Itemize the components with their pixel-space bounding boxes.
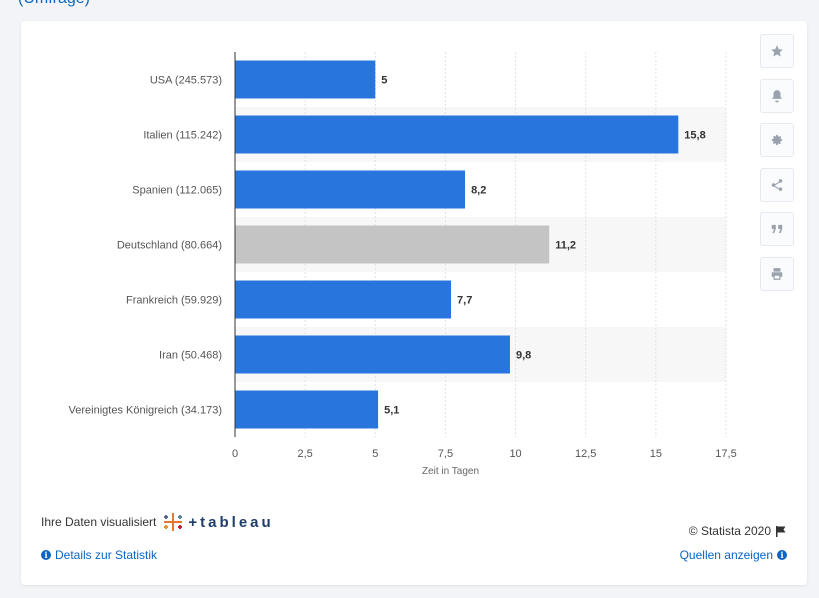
x-tick-label: 12,5 [575,448,596,460]
category-label: Deutschland (80.664) [117,240,222,252]
bar [235,170,466,209]
share-button[interactable] [760,167,794,202]
details-link[interactable]: i Details zur Statistik [41,548,157,562]
bar [235,280,452,319]
print-icon [771,267,783,280]
info-icon: i [41,550,51,560]
bar [235,335,510,374]
share-icon [771,178,783,191]
info-icon: i [777,550,787,560]
sources-label: Quellen anzeigen [679,548,773,562]
bar [235,60,376,99]
tableau-word: tableau [200,513,274,531]
tableau-mark-icon [164,513,183,531]
star-icon [771,45,783,57]
category-label: USA (245.573) [150,75,222,87]
x-tick-label: 0 [232,448,238,460]
settings-button[interactable] [760,123,794,157]
value-label: 7,7 [457,295,472,307]
bar [235,390,379,429]
viz-label: Ihre Daten visualisiert [41,515,157,529]
value-label: 8,2 [471,185,486,197]
tableau-logo[interactable]: +tableau [162,511,273,533]
x-tick-label: 15 [650,448,662,460]
cite-button[interactable] [760,212,794,246]
x-tick-label: 17,5 [715,448,736,460]
star-button[interactable] [760,34,794,68]
flag-icon[interactable] [775,525,787,537]
value-label: 5 [381,75,387,87]
value-label: 11,2 [555,240,576,252]
tableau-plus: + [188,513,201,531]
side-toolbar [760,34,794,301]
bar [235,115,679,154]
bell-icon [772,89,782,102]
copyright-text: © Statista 2020 [688,524,771,538]
quote-icon [771,224,783,234]
chart-card: USA (245.573) 5 Italien (115.242) 15,8 Spani… [21,21,807,585]
bar-chart: USA (245.573) 5 Italien (115.242) 15,8 Spani… [69,52,737,477]
notification-button[interactable] [760,78,794,113]
category-label: Spanien (112.065) [132,185,222,197]
value-label: 5,1 [384,405,399,417]
tableau-wordmark: +tableau [188,514,273,531]
x-axis-title: Zeit in Tagen [422,466,479,477]
x-tick-label: 10 [509,448,521,460]
category-label: Frankreich (59.929) [126,295,222,307]
details-label: Details zur Statistik [55,548,158,562]
category-label: Iran (50.468) [159,350,222,362]
sources-link[interactable]: Quellen anzeigen i [680,548,787,562]
category-label: Vereinigtes Königreich (34.173) [69,405,222,417]
value-label: 15,8 [684,130,705,142]
tableau-credit: Ihre Daten visualisiert +tableau [41,511,274,533]
gear-icon [771,134,783,146]
bar [235,225,550,264]
x-tick-label: 5 [372,448,378,460]
x-tick-label: 7,5 [438,448,453,460]
category-label: Italien (115.242) [143,130,222,142]
copyright: © Statista 2020 [689,524,787,538]
top-link[interactable]: (Umfrage) [18,0,90,8]
x-tick-label: 2,5 [297,448,312,460]
print-button[interactable] [760,256,794,291]
value-label: 9,8 [516,350,531,362]
